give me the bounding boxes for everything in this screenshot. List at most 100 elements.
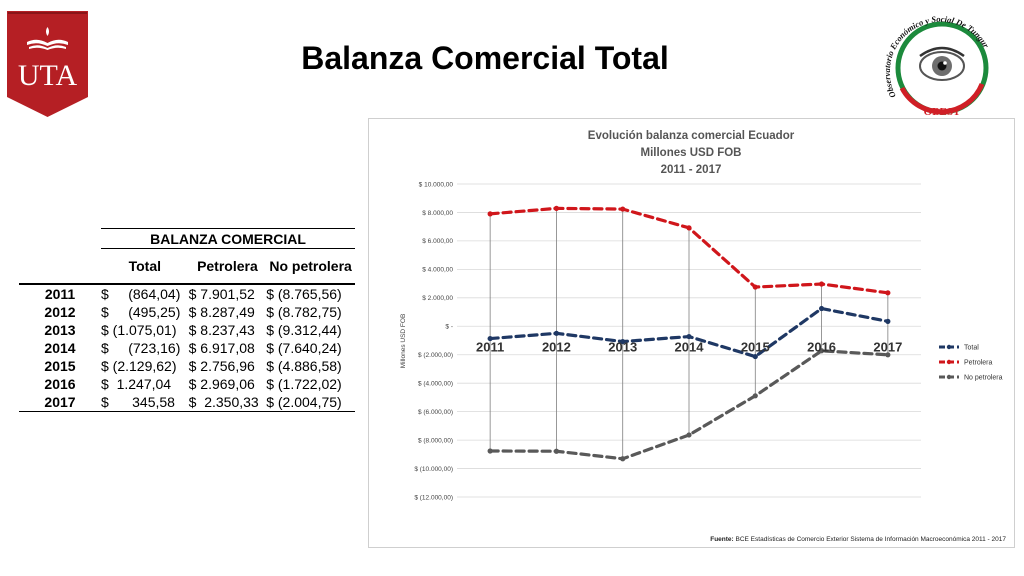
cell-petrolera: $ 8.287,49 [188,304,255,320]
legend-marker [946,374,952,380]
data-point [885,290,891,296]
x-tick-label: 2013 [608,339,637,354]
uta-logo-text: UTA [18,59,78,92]
col-header-no-petrolera: No petrolera [269,258,352,274]
y-tick-label: $ (6.000,00) [418,409,453,416]
data-point [752,393,758,399]
y-tick-label: $ (8.000,00) [418,437,453,444]
y-tick-label: $ (10.000,00) [414,466,453,473]
slide-title: Balanza Comercial Total [301,40,669,76]
y-axis-label: Millones USD FOB [400,314,407,369]
legend-label: No petrolera [964,375,1003,382]
cell-no-petrolera: $ (7.640,24) [266,340,342,356]
chart-panel: Evolución balanza comercial Ecuador Mill… [368,118,1015,548]
cell-no-petrolera: $ (9.312,44) [266,322,342,338]
data-point [752,353,758,360]
legend: Total Petrolera No petrolera [939,345,1003,382]
y-tick-label: $ (2.000,00) [418,352,453,359]
data-point [487,335,493,342]
source-label: Fuente: [710,536,733,543]
obest-logo: Observatorio Económico y Social De Tungu… [876,8,992,118]
x-tick-label: 2017 [873,339,902,354]
table-row: 2013 $ (1.075,01) $ 8.237,43 $ (9.312,44… [19,321,355,339]
chart-title-line-1: Evolución balanza comercial Ecuador [588,130,795,142]
data-point [487,211,493,217]
cell-no-petrolera: $ (4.886,58) [266,358,342,374]
source-note: Fuente: BCE Estadísticas de Comercio Ext… [710,536,1006,543]
table-header: BALANZA COMERCIAL [101,228,355,249]
cell-total: $ (1.075,01) [101,322,177,338]
data-point [818,348,825,354]
x-tick-label: 2012 [542,339,571,354]
source-text: BCE Estadísticas de Comercio Exterior Si… [736,536,1007,543]
col-header-total: Total [128,258,162,274]
cell-total: $ (495,25) [101,304,181,320]
cell-total: $ 345,58 [101,393,189,412]
data-point [620,206,626,212]
cell-no-petrolera: $ (2.004,75) [266,393,355,412]
data-point [620,456,626,462]
data-point [818,305,825,312]
cell-petrolera: $ 7.901,52 [188,283,267,303]
legend-marker [946,359,952,365]
y-tick-label: $ 4.000,00 [422,267,453,274]
y-tick-label: $ - [445,324,453,331]
row-year: 2015 [44,358,76,374]
cell-total: $ (2.129,62) [101,358,177,374]
x-tick-labels: 2011 2012 2013 2014 2015 2016 2017 [476,339,902,354]
legend-label: Petrolera [964,360,993,367]
balanza-table: BALANZA COMERCIAL Total Petrolera No pet… [19,228,355,412]
uta-logo: UTA [7,11,88,117]
cell-total: $ (723,16) [101,340,181,356]
x-tick-label: 2015 [741,339,770,354]
data-point [885,318,891,324]
legend-marker [946,344,952,350]
chart-title-line-3: 2011 - 2017 [661,164,722,176]
table-corner [19,229,101,249]
y-tick-label: $ 6.000,00 [422,238,453,245]
row-year: 2014 [44,340,76,356]
table-corner-2 [19,249,101,285]
data-point [686,333,692,340]
table-row: 2012 $ (495,25) $ 8.287,49 $ (8.782,75) [19,303,355,321]
data-point [818,281,825,287]
cell-total: $ (864,04) [101,283,189,303]
data-point [686,225,692,231]
chart-title-line-2: Millones USD FOB [641,147,742,159]
data-point [620,338,626,345]
series-lines [487,205,891,462]
cell-petrolera: $ 2.350,33 [188,393,267,412]
data-point [553,205,560,211]
table-row: 2017 $ 345,58 $ 2.350,33 $ (2.004,75) [19,393,355,412]
row-year: 2017 [19,393,101,412]
table-row: 2014 $ (723,16) $ 6.917,08 $ (7.640,24) [19,339,355,357]
cell-total: $ 1.247,04 [101,376,172,392]
obest-logo-text: OBEST [924,106,961,118]
table-row: 2011 $ (864,04) $ 7.901,52 $ (8.765,56) [19,283,355,303]
table-row: 2015 $ (2.129,62) $ 2.756,96 $ (4.886,58… [19,357,355,375]
y-tick-label: $ 2.000,00 [422,295,453,302]
x-tick-label: 2011 [476,339,504,354]
data-point [885,352,891,358]
y-tick-label: $ (4.000,00) [418,380,453,387]
data-point [553,448,560,454]
row-year: 2013 [44,322,76,338]
col-header-petrolera: Petrolera [197,258,258,274]
legend-label: Total [964,345,979,352]
cell-no-petrolera: $ (8.765,56) [266,283,355,303]
cell-no-petrolera: $ (8.782,75) [266,304,342,320]
x-tick-label: 2016 [807,339,836,354]
x-tick-label: 2014 [675,339,705,354]
data-point [752,284,758,290]
cell-petrolera: $ 2.969,06 [188,376,255,392]
row-year: 2011 [19,283,101,303]
data-point [487,448,493,454]
cell-petrolera: $ 8.237,43 [188,322,255,338]
table-row: 2016 $ 1.247,04 $ 2.969,06 $ (1.722,02) [19,375,355,393]
y-tick-label: $ 8.000,00 [422,210,453,217]
row-year: 2016 [44,376,76,392]
cell-petrolera: $ 2.756,96 [188,358,255,374]
row-year: 2012 [44,304,76,320]
y-tick-label: $ (12.000,00) [414,494,453,501]
drop-lines [489,208,889,459]
